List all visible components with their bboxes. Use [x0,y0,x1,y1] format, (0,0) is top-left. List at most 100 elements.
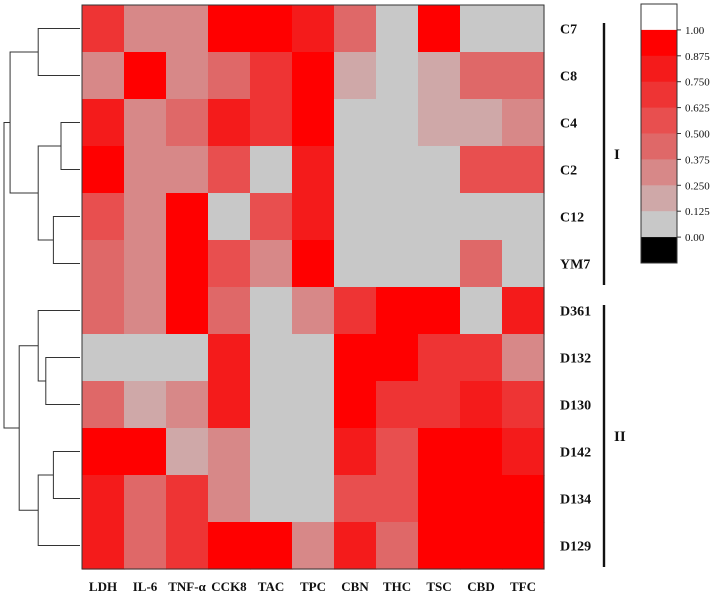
heatmap-cell-d130-tfc [502,381,545,429]
heatmap-cell-d361-il-6 [124,287,167,335]
heatmap-cell-c7-tpc [292,5,335,53]
heatmap-cell-c8-tfc [502,52,545,100]
colorbar-legend: 1.00 0.875 0.750 0.625 0.500 0.375 0.250 0.125 0… [640,3,710,264]
heatmap-cell-c2-tnf [166,146,209,194]
heatmap-cell-d130-cbn [334,381,377,429]
colorbar-tick-label-2: 0.875 [685,51,710,63]
heatmap-cell-c4-cbd [460,99,503,147]
heatmap-cell-d134-ldh [82,475,125,523]
heatmap-cell-c8-tac [250,52,293,100]
heatmap-cell-d142-thc [376,428,419,476]
heatmap-cell-c4-il-6 [124,99,167,147]
colorbar-tick-label-3: 0.750 [685,77,710,89]
heatmap-cell-c7-ldh [82,5,125,53]
heatmap-cell-c12-tpc [292,193,335,241]
column-label-tpc: TPC [300,579,326,594]
heatmap-cell-c7-tnf [166,5,209,53]
column-label-tsc: TSC [426,579,451,594]
colorbar-band-8 [641,185,677,212]
column-label-ldh: LDH [89,579,117,594]
heatmap-cell-ym7-tpc [292,240,335,288]
heatmap-cell-d130-thc [376,381,419,429]
heatmap-cell-d361-tnf [166,287,209,335]
heatmap-cell-d134-cbd [460,475,503,523]
heatmap-cell-d130-tac [250,381,293,429]
row-dendrogram [3,28,80,546]
heatmap-cell-d142-ldh [82,428,125,476]
colorbar-tick-label-4: 0.625 [685,103,710,115]
colorbar-band-5 [641,107,677,134]
heatmap-cell-ym7-tac [250,240,293,288]
heatmap-cell-d142-il-6 [124,428,167,476]
heatmap-cell-d361-ldh [82,287,125,335]
heatmap-cell-c8-thc [376,52,419,100]
heatmap-cell-d129-tnf [166,522,209,570]
heatmap-cell-c12-cbn [334,193,377,241]
heatmap-cell-c12-tac [250,193,293,241]
row-label-c7: C7 [560,23,577,38]
heatmap-cell-d361-thc [376,287,419,335]
heatmap-cell-d130-il-6 [124,381,167,429]
group-label-i: I [614,147,620,163]
heatmap-cell-c12-tsc [418,193,461,241]
colorbar-tick-label-5: 0.500 [685,129,710,141]
heatmap-cell-d142-cbd [460,428,503,476]
group-label-ii: II [614,429,626,445]
heatmap-cell-c7-tsc [418,5,461,53]
heatmap-cell-d129-tpc [292,522,335,570]
row-label-d142: D142 [560,446,591,461]
colorbar-tick-label-8: 0.125 [685,206,710,218]
row-label-d134: D134 [560,493,591,508]
dendrogram-link-1 [37,28,80,76]
heatmap-cell-d142-tpc [292,428,335,476]
heatmap-cell-c12-tnf [166,193,209,241]
heatmap-cell-d129-cck8 [208,522,251,570]
heatmap-cell-d129-il-6 [124,522,167,570]
column-label-il-6: IL-6 [133,579,158,594]
heatmap-cell-ym7-tnf [166,240,209,288]
heatmap-cell-d134-tac [250,475,293,523]
heatmap-cell-c4-tfc [502,99,545,147]
heatmap-cell-c7-thc [376,5,419,53]
colorbar-band-10 [641,237,677,264]
heatmap-cell-c4-cck8 [208,99,251,147]
heatmap-cell-d132-tnf [166,334,209,382]
heatmap-cell-d361-tpc [292,287,335,335]
heatmap-cell-ym7-tsc [418,240,461,288]
heatmap-cell-c12-il-6 [124,193,167,241]
heatmap-cell-d361-tac [250,287,293,335]
heatmap-cell-d361-cbd [460,287,503,335]
heatmap-cell-d142-tfc [502,428,545,476]
heatmap-cell-d132-thc [376,334,419,382]
dendrogram-link-8 [45,357,80,405]
heatmap-cell-c12-cbd [460,193,503,241]
heatmap-cell-d132-tsc [418,334,461,382]
heatmap-cell-d134-il-6 [124,475,167,523]
heatmap-cell-ym7-il-6 [124,240,167,288]
heatmap-cell-c8-tsc [418,52,461,100]
heatmap-cell-d361-tsc [418,287,461,335]
colorbar-band-4 [641,81,677,109]
heatmap-cell-c12-thc [376,193,419,241]
heatmap-cell-d130-ldh [82,381,125,429]
dendrogram-link-10 [18,345,39,511]
heatmap-cell-c2-tac [250,146,293,194]
heatmap-cell-c7-cbd [460,5,503,53]
heatmap-cell-c4-tnf [166,99,209,147]
heatmap-cell-d134-tsc [418,475,461,523]
column-label-tfc: TFC [510,579,536,594]
heatmap-cell-c2-tfc [502,146,545,194]
colorbar-tick-label-1: 1.00 [685,25,705,37]
heatmap-cell-d129-thc [376,522,419,570]
heatmap-cell-d130-tnf [166,381,209,429]
heatmap-cell-d129-tfc [502,522,545,570]
heatmap-cell-ym7-ldh [82,240,125,288]
heatmap-cells [81,4,545,570]
row-label-d132: D132 [560,352,591,367]
heatmap-cell-d142-tsc [418,428,461,476]
column-label-tnf: TNF-α [168,579,206,594]
dendrogram-link-11 [3,122,20,429]
column-label-tac: TAC [258,579,284,594]
